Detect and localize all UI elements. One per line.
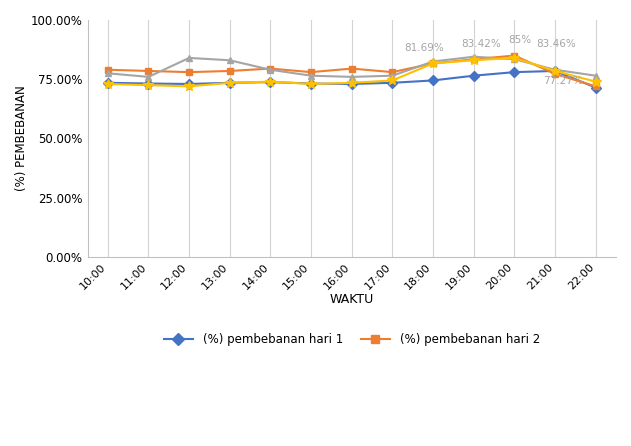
(%) pembebanan hari 1 [348, 81, 355, 87]
Legend: (%) pembebanan hari 1, (%) pembebanan hari 2: (%) pembebanan hari 1, (%) pembebanan ha… [159, 328, 545, 351]
(%) pembebanan hari 2 [267, 66, 274, 71]
(%) pembebanan hari 1 [186, 81, 193, 87]
(%) pembebanan hari 2 [307, 70, 315, 75]
(%) pembebanan hari 1 [267, 79, 274, 85]
(%) pembebanan hari 1 [470, 73, 478, 78]
Text: 83.46%: 83.46% [537, 38, 577, 49]
(%) pembebanan hari 2 [551, 71, 559, 77]
(%) pembebanan hari 1 [144, 81, 152, 86]
(%) pembebanan hari 2 [226, 68, 233, 74]
(%) pembebanan hari 2 [348, 66, 355, 71]
(%) pembebanan hari 1 [551, 68, 559, 74]
(%) pembebanan hari 1 [104, 80, 112, 86]
(%) pembebanan hari 1 [389, 80, 396, 86]
Text: 83.42%: 83.42% [461, 39, 501, 49]
Y-axis label: (%) PEMBEBANAN: (%) PEMBEBANAN [15, 86, 28, 191]
(%) pembebanan hari 2 [186, 70, 193, 75]
(%) pembebanan hari 2 [144, 68, 152, 74]
(%) pembebanan hari 2 [510, 53, 518, 58]
(%) pembebanan hari 2 [470, 57, 478, 62]
(%) pembebanan hari 1 [226, 80, 233, 86]
(%) pembebanan hari 2 [429, 61, 437, 66]
Line: (%) pembebanan hari 2: (%) pembebanan hari 2 [104, 52, 599, 90]
Text: 85%: 85% [508, 35, 531, 45]
X-axis label: WAKTU: WAKTU [329, 293, 374, 306]
(%) pembebanan hari 2 [592, 84, 599, 89]
(%) pembebanan hari 1 [429, 78, 437, 83]
Text: 77.27%: 77.27% [543, 76, 582, 86]
(%) pembebanan hari 2 [104, 67, 112, 72]
(%) pembebanan hari 1 [592, 85, 599, 90]
(%) pembebanan hari 2 [389, 70, 396, 75]
(%) pembebanan hari 1 [510, 70, 518, 75]
(%) pembebanan hari 1 [307, 81, 315, 86]
Text: 81.69%: 81.69% [404, 43, 444, 53]
Line: (%) pembebanan hari 1: (%) pembebanan hari 1 [104, 67, 599, 91]
